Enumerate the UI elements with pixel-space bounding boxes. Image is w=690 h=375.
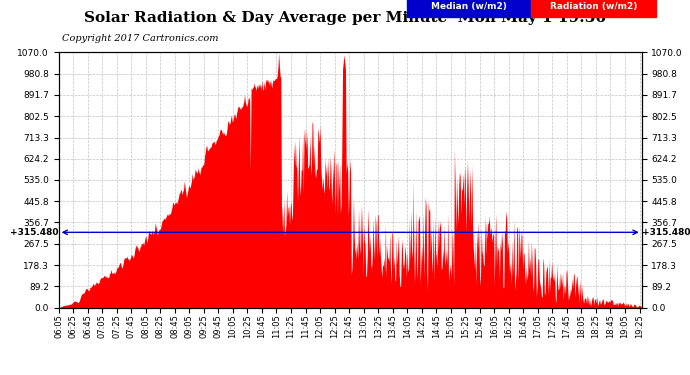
Text: +315.480: +315.480 — [10, 228, 58, 237]
Text: Copyright 2017 Cartronics.com: Copyright 2017 Cartronics.com — [62, 34, 219, 43]
Text: Solar Radiation & Day Average per Minute  Mon May 1 19:36: Solar Radiation & Day Average per Minute… — [84, 11, 606, 25]
Text: Median (w/m2): Median (w/m2) — [431, 2, 507, 11]
Text: +315.480: +315.480 — [642, 228, 690, 237]
Text: Radiation (w/m2): Radiation (w/m2) — [550, 2, 637, 11]
